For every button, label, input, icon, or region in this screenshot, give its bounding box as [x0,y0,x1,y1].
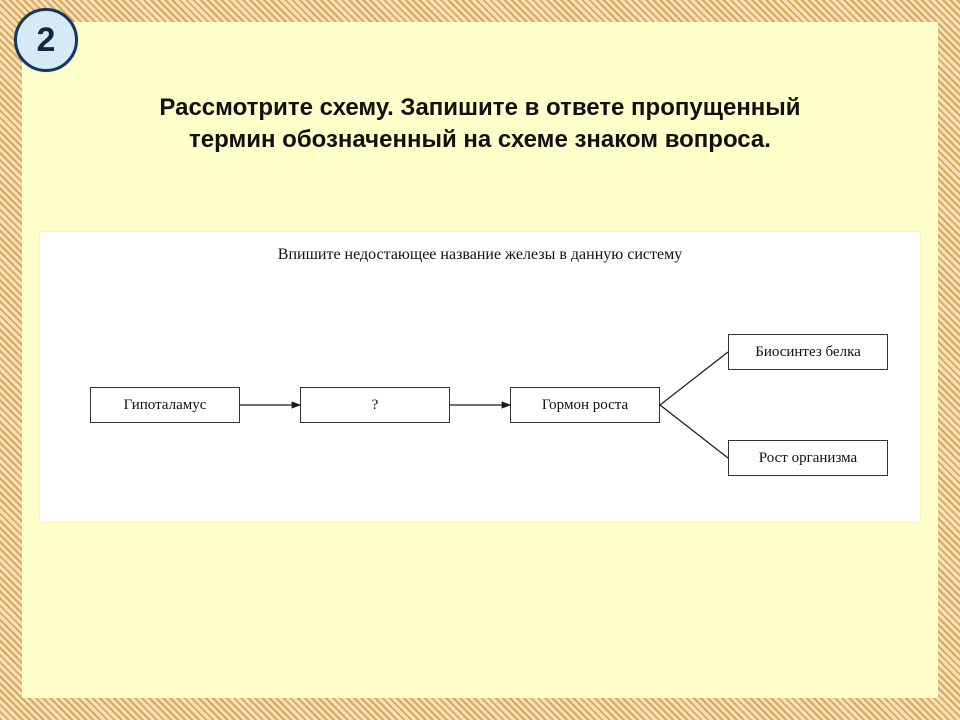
question-number-badge: 2 [14,8,78,72]
instruction-line-2: термин обозначенный на схеме знаком вопр… [52,124,908,156]
main-panel: 2 Рассмотрите схему. Запишите в ответе п… [22,22,938,698]
flowchart-edge-3 [660,405,728,458]
flowchart: Гипоталамус?Гормон ростаБиосинтез белкаР… [40,232,920,522]
question-number: 2 [37,21,56,60]
flowchart-edge-2 [660,352,728,405]
instruction-line-1: Рассмотрите схему. Запишите в ответе про… [52,92,908,124]
flowchart-edges [40,232,940,532]
diagram-container: Впишите недостающее название железы в да… [40,232,920,522]
instruction-text: Рассмотрите схему. Запишите в ответе про… [22,22,938,157]
hatched-border: 2 Рассмотрите схему. Запишите в ответе п… [0,0,960,720]
